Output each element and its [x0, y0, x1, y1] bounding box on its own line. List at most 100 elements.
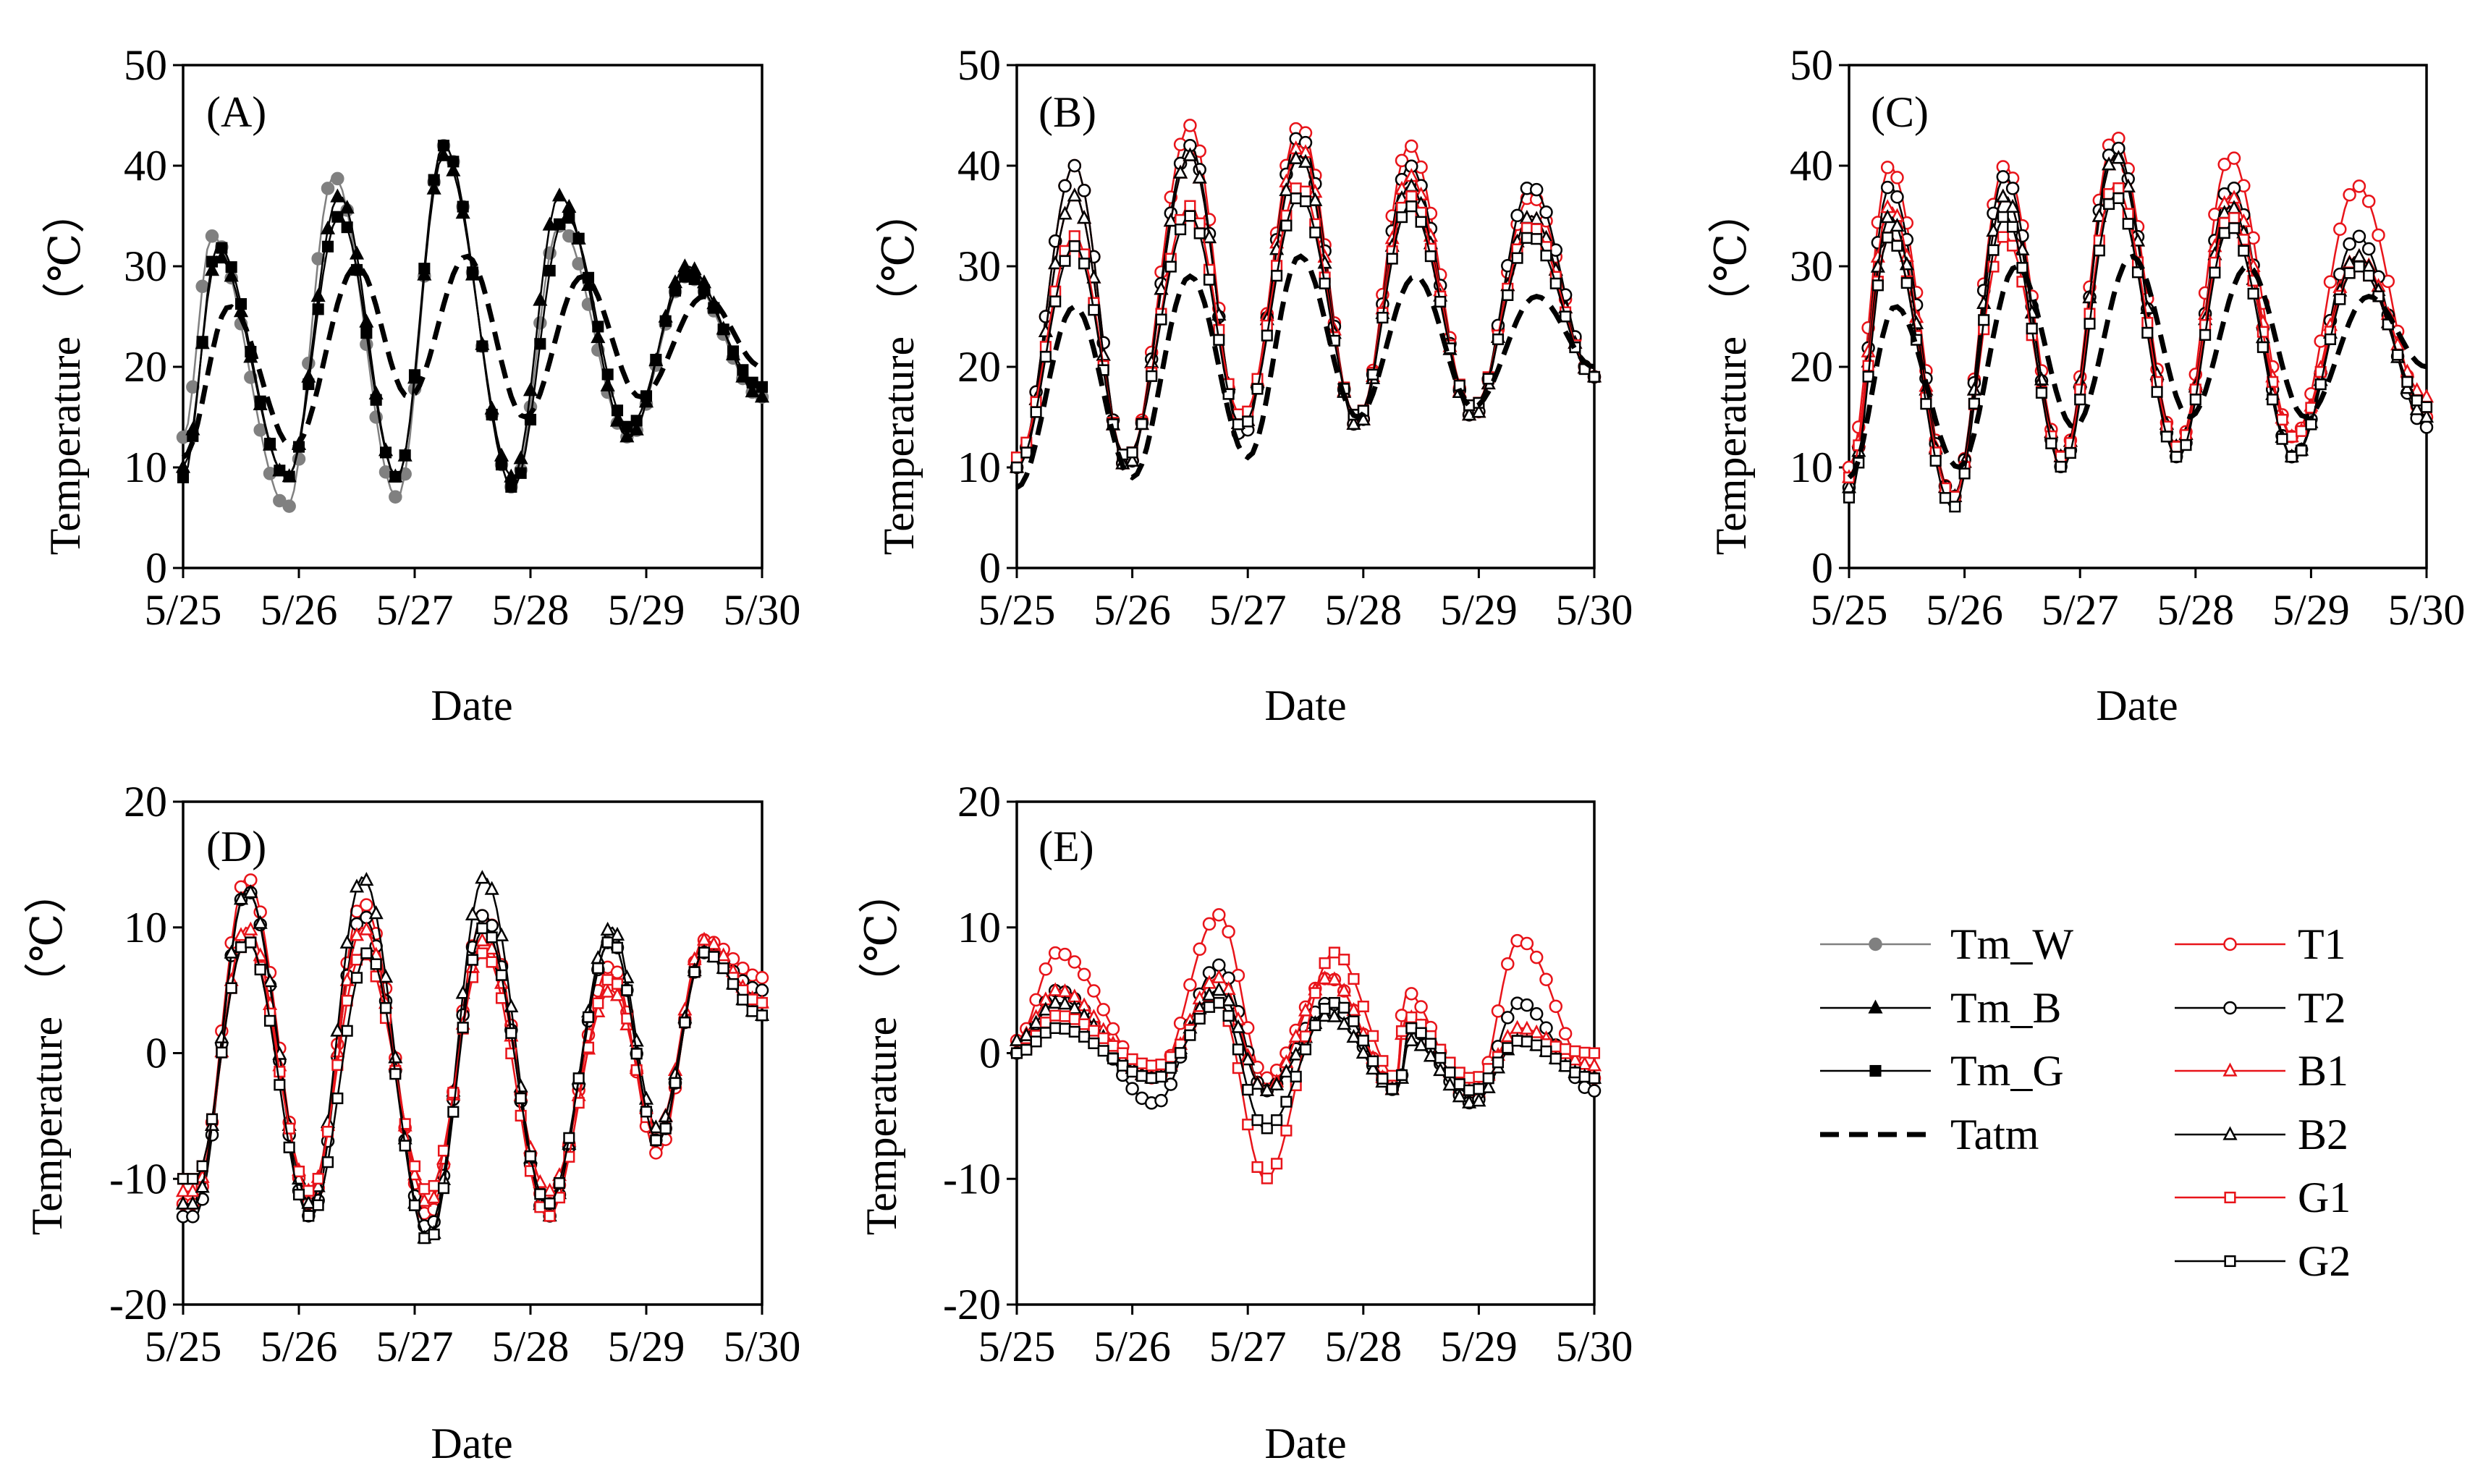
series-point [1880, 161, 1895, 174]
series-point [717, 962, 729, 975]
series-point [1968, 397, 1980, 410]
series-point [611, 978, 624, 990]
series-point [408, 1160, 421, 1172]
series-point [543, 265, 556, 277]
y-tick-label: 30 [124, 242, 167, 290]
x-tick-label: 5/27 [376, 1323, 454, 1370]
series-point [1175, 223, 1187, 236]
series-point [2180, 439, 2192, 451]
series-point [1088, 304, 1100, 316]
series-point [1309, 987, 1321, 999]
series-point [2352, 179, 2366, 193]
series-point [1405, 1022, 1418, 1034]
series-point [1212, 908, 1226, 922]
x-tick-label: 5/28 [492, 1323, 570, 1370]
series-point [515, 467, 527, 479]
series-point [754, 389, 770, 403]
series-point [1213, 996, 1225, 1009]
series-point [360, 898, 373, 912]
series-point [1338, 954, 1350, 966]
series-tatm [1015, 253, 1595, 490]
series-point [1423, 1048, 1438, 1062]
series-point [339, 200, 355, 214]
legend-marker [2224, 1255, 2236, 1268]
series-point [486, 931, 498, 944]
series-point [447, 1106, 460, 1118]
series-point [177, 471, 190, 483]
series-point [2419, 420, 2434, 434]
x-tick-label: 5/29 [608, 586, 685, 634]
series-point [1222, 925, 1235, 938]
series-point [1163, 213, 1178, 227]
series-point [727, 345, 740, 357]
series-point [1891, 239, 1903, 252]
series-point [1038, 1001, 1053, 1016]
series-point [1126, 1053, 1138, 1065]
series-point [1203, 263, 1216, 276]
series-point [1107, 1052, 1120, 1064]
series-point [1271, 1158, 1283, 1170]
series-point [1357, 1035, 1369, 1047]
legend-label: T2 [2298, 984, 2346, 1032]
series-point [1201, 986, 1217, 1001]
series-point [195, 1179, 210, 1193]
series-point [1155, 1071, 1167, 1083]
series-point [1039, 1017, 1052, 1029]
series-point [1009, 1032, 1025, 1046]
legend-glyph-g1 [2175, 1191, 2285, 1204]
y-tick-label: 20 [957, 343, 1001, 391]
series-point [1531, 1039, 1543, 1051]
series-point [274, 1079, 286, 1091]
series-point [1271, 1114, 1283, 1127]
series-point [310, 288, 326, 302]
series-point [303, 378, 315, 391]
series-point [1348, 1015, 1360, 1027]
series-point [1107, 1040, 1120, 1052]
series-point [1242, 1119, 1254, 1131]
x-tick-label: 5/29 [2272, 586, 2350, 634]
legend-marker [1869, 1064, 1882, 1077]
series-point [2209, 266, 2221, 279]
legend-label: Tatm [1950, 1111, 2039, 1158]
series-point [312, 1173, 324, 1185]
y-tick-label: 20 [1790, 343, 1833, 391]
legend-label: B2 [2298, 1111, 2348, 1158]
series-point [2363, 269, 2375, 282]
series-point [2112, 182, 2125, 195]
series-point [436, 147, 452, 161]
x-axis-label: Date [2096, 682, 2178, 729]
series-point [2305, 418, 2317, 431]
series-point [379, 446, 392, 459]
series-point [2141, 317, 2154, 329]
series-point [650, 353, 662, 366]
series-point [1096, 347, 1111, 361]
series-point [283, 470, 295, 483]
series-point [370, 394, 382, 406]
series-point [1058, 947, 1072, 962]
series-point [253, 915, 268, 929]
series-point [1346, 1028, 1361, 1043]
series-point [1309, 226, 1321, 239]
series-point [756, 996, 769, 1009]
series-point [619, 428, 635, 443]
series-point [745, 383, 760, 398]
series-point [1453, 1078, 1465, 1090]
series-point [600, 983, 615, 998]
series-point [2170, 441, 2183, 453]
series-point [1203, 1001, 1216, 1013]
series-point [1184, 200, 1196, 212]
series-line [182, 144, 763, 488]
series-point [2055, 460, 2067, 473]
series-point [1346, 415, 1361, 430]
series-point [1154, 1093, 1168, 1108]
series-point [1319, 277, 1331, 289]
series-point [320, 220, 336, 234]
legend-entry-tatm: Tatm [1950, 1111, 2039, 1158]
y-tick-label: 30 [957, 242, 1001, 290]
legend-glyph-t1 [2175, 937, 2285, 951]
series-point [1164, 1061, 1177, 1074]
y-tick-label: 40 [957, 142, 1001, 190]
panel-D: (D) Date Temperature （℃） -20 -10 0 10 20 5/25… [23, 778, 800, 1467]
series-point [1471, 404, 1486, 418]
